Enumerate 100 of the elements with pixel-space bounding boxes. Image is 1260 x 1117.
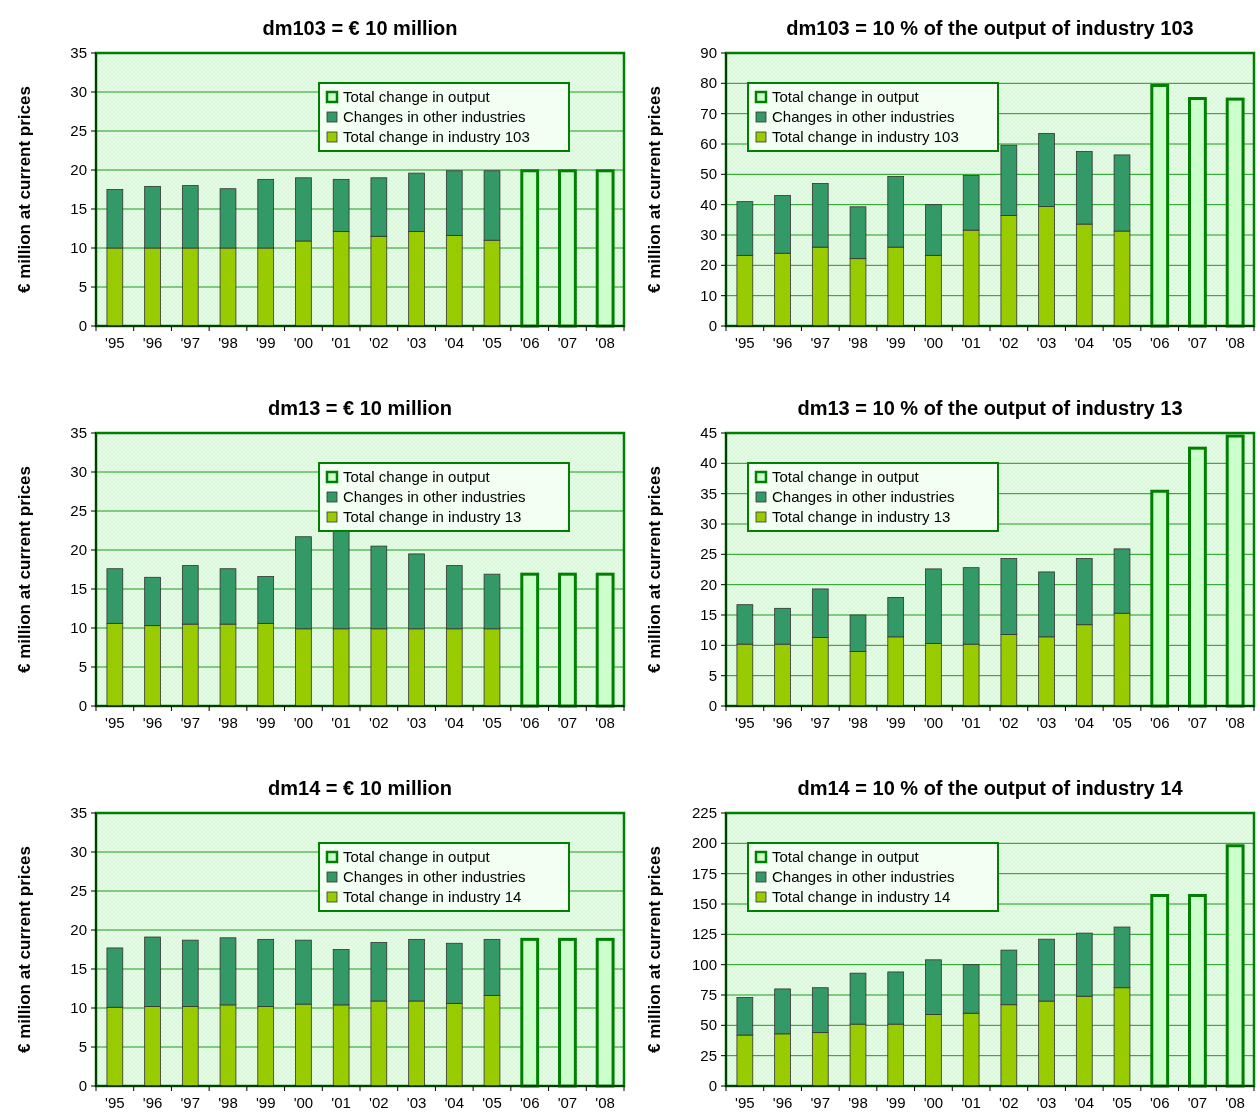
x-tick-label: '08 [1225, 714, 1245, 731]
x-tick-label: '06 [519, 1094, 540, 1111]
bar [1188, 894, 1207, 1088]
y-tick-label: 0 [708, 1077, 717, 1094]
y-axis-title: € million at current prices [645, 86, 664, 293]
bar [558, 572, 577, 708]
x-tick-label: '03 [406, 334, 427, 351]
y-tick-label: 0 [78, 317, 87, 334]
y-tick-label: 20 [70, 921, 87, 938]
x-tick-label: '03 [406, 1094, 427, 1111]
bar [595, 572, 615, 708]
y-axis-title: € million at current prices [15, 86, 34, 293]
y-tick-label: 150 [691, 895, 717, 912]
x-tick-label: '06 [1149, 714, 1170, 731]
x-tick-label: '01 [331, 334, 351, 351]
legend-label: Changes in other industries [772, 108, 955, 125]
x-tick-label: '02 [369, 334, 389, 351]
legend-label: Total change in output [772, 848, 920, 865]
x-tick-label: '03 [406, 714, 427, 731]
x-tick-label: '95 [735, 334, 755, 351]
y-tick-label: 5 [78, 1038, 87, 1055]
legend-label: Total change in output [772, 88, 920, 105]
y-tick-label: 20 [70, 161, 87, 178]
x-tick-label: '08 [1225, 1094, 1245, 1111]
y-tick-label: 175 [691, 864, 717, 882]
x-tick-label: '95 [105, 1094, 125, 1111]
chart-title: dm13 = 10 % of the output of industry 13 [797, 397, 1183, 419]
x-tick-label: '07 [557, 1094, 578, 1111]
x-tick-label: '06 [1149, 1094, 1170, 1111]
x-tick-label: '95 [105, 334, 125, 351]
x-tick-label: '05 [482, 714, 502, 731]
y-tick-label: 125 [691, 925, 717, 943]
y-tick-label: 80 [700, 74, 717, 92]
y-tick-label: 0 [78, 697, 87, 714]
bar [558, 937, 577, 1088]
y-tick-label: 30 [700, 226, 717, 243]
y-tick-label: 45 [700, 424, 717, 441]
y-tick-label: 50 [700, 1016, 717, 1034]
x-tick-label: '01 [331, 714, 351, 731]
chart-title: dm103 = € 10 million [262, 17, 458, 39]
x-tick-label: '08 [595, 334, 615, 351]
y-tick-label: 225 [691, 804, 717, 821]
y-tick-label: 60 [700, 135, 717, 152]
legend-label: Total change in industry 103 [772, 128, 959, 145]
legend-label: Changes in other industries [343, 868, 526, 885]
y-tick-label: 15 [70, 580, 87, 597]
x-tick-label: '04 [1074, 1094, 1095, 1111]
bar [1225, 97, 1245, 328]
x-tick-label: '96 [142, 334, 163, 351]
legend-label: Changes in other industries [772, 488, 955, 505]
bar [595, 937, 615, 1088]
x-tick-label: '01 [961, 714, 981, 731]
legend-label: Total change in output [343, 848, 491, 865]
x-tick-label: '01 [961, 334, 981, 351]
x-tick-label: '97 [180, 714, 201, 731]
x-tick-label: '96 [142, 1094, 163, 1111]
y-tick-label: 35 [70, 44, 87, 61]
y-tick-label: 25 [70, 502, 87, 519]
x-tick-label: '96 [772, 334, 793, 351]
x-tick-label: '00 [293, 714, 314, 731]
y-tick-label: 5 [78, 658, 87, 675]
y-tick-label: 30 [70, 83, 87, 100]
x-tick-label: '98 [848, 714, 868, 731]
x-tick-label: '00 [923, 334, 944, 351]
y-tick-label: 200 [691, 834, 717, 852]
y-axis-title: € million at current prices [645, 466, 664, 673]
y-tick-label: 30 [70, 843, 87, 860]
x-tick-label: '05 [482, 1094, 502, 1111]
legend-label: Changes in other industries [343, 488, 526, 505]
x-tick-label: '98 [848, 334, 868, 351]
x-tick-label: '96 [142, 714, 163, 731]
y-tick-label: 10 [70, 999, 87, 1016]
legend-label: Total change in output [772, 468, 920, 485]
x-tick-label: '06 [519, 334, 540, 351]
x-tick-label: '01 [331, 1094, 351, 1111]
x-tick-label: '00 [923, 1094, 944, 1111]
x-tick-label: '05 [482, 334, 502, 351]
y-axis-title: € million at current prices [645, 846, 664, 1053]
y-tick-label: 0 [708, 317, 717, 334]
y-tick-label: 5 [708, 666, 717, 684]
y-tick-label: 35 [70, 424, 87, 441]
x-tick-label: '07 [557, 714, 578, 731]
x-tick-label: '07 [1187, 1094, 1208, 1111]
x-tick-label: '97 [810, 714, 831, 731]
x-tick-label: '97 [180, 334, 201, 351]
y-tick-label: 25 [700, 1046, 717, 1064]
bar [520, 937, 540, 1088]
legend-label: Changes in other industries [343, 108, 526, 125]
bar [595, 169, 615, 328]
x-tick-label: '95 [735, 714, 755, 731]
y-tick-label: 30 [70, 463, 87, 480]
legend-label: Total change in industry 103 [343, 128, 530, 145]
y-tick-label: 20 [70, 541, 87, 558]
y-tick-label: 100 [691, 955, 717, 973]
y-tick-label: 10 [70, 239, 87, 256]
x-tick-label: '02 [369, 1094, 389, 1111]
x-tick-label: '00 [293, 334, 314, 351]
bar [1150, 83, 1170, 328]
x-tick-label: '99 [255, 714, 276, 731]
x-tick-label: '01 [961, 1094, 981, 1111]
